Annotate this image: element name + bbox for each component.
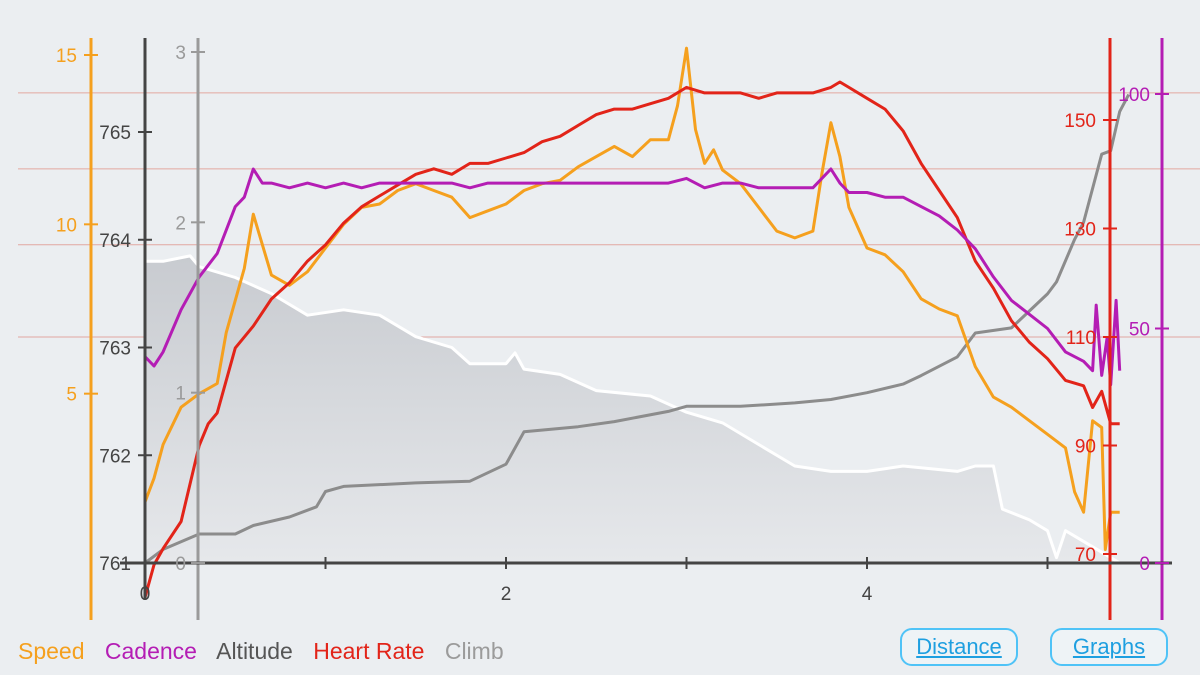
heart-rate-tick-label: 130 <box>1064 220 1096 241</box>
legend-speed: Speed <box>18 638 85 664</box>
cadence-tick-label: 100 <box>1118 85 1150 106</box>
legend-altitude: Altitude <box>216 638 293 664</box>
altitude-tick-label: 761 <box>99 554 131 575</box>
climb-tick-label: 3 <box>175 43 186 64</box>
heart-rate-tick-label: 90 <box>1075 437 1096 458</box>
x-tick-label: 4 <box>862 584 873 605</box>
legend-cadence: Cadence <box>104 638 197 664</box>
graphs-button[interactable]: Graphs <box>1050 628 1168 666</box>
series-line-speed <box>143 46 1120 551</box>
heart-rate-tick-label: 110 <box>1066 328 1096 349</box>
chart-legend: Speed Cadence Altitude Heart Rate Climb <box>18 638 518 665</box>
series-line-climb <box>144 93 1131 565</box>
climb-tick-label: 2 <box>175 213 186 234</box>
series-line-altitude <box>145 254 1121 565</box>
heart-rate-tick-label: 150 <box>1064 111 1096 132</box>
series-line-heart-rate <box>143 80 1120 598</box>
altitude-area <box>145 255 1120 563</box>
cadence-tick-label: 50 <box>1129 320 1150 341</box>
legend-climb: Climb <box>444 638 504 664</box>
speed-tick-label: 10 <box>56 215 77 236</box>
x-tick-label: 0 <box>140 584 151 605</box>
altitude-tick-label: 762 <box>99 446 131 467</box>
climb-tick-label: 0 <box>175 554 186 575</box>
climb-tick-label: 1 <box>175 384 186 405</box>
x-tick-label: 2 <box>501 584 512 605</box>
series-line-cadence <box>143 167 1122 387</box>
legend-heart-rate: Heart Rate <box>313 638 425 664</box>
heart-rate-tick-label: 70 <box>1075 545 1096 566</box>
altitude-tick-label: 764 <box>99 231 131 252</box>
altitude-tick-label: 763 <box>99 339 131 360</box>
cadence-tick-label: 0 <box>1139 554 1150 575</box>
speed-tick-label: 15 <box>56 46 77 67</box>
speed-tick-label: 5 <box>66 385 77 406</box>
altitude-tick-label: 765 <box>99 123 131 144</box>
distance-button[interactable]: Distance <box>900 628 1018 666</box>
